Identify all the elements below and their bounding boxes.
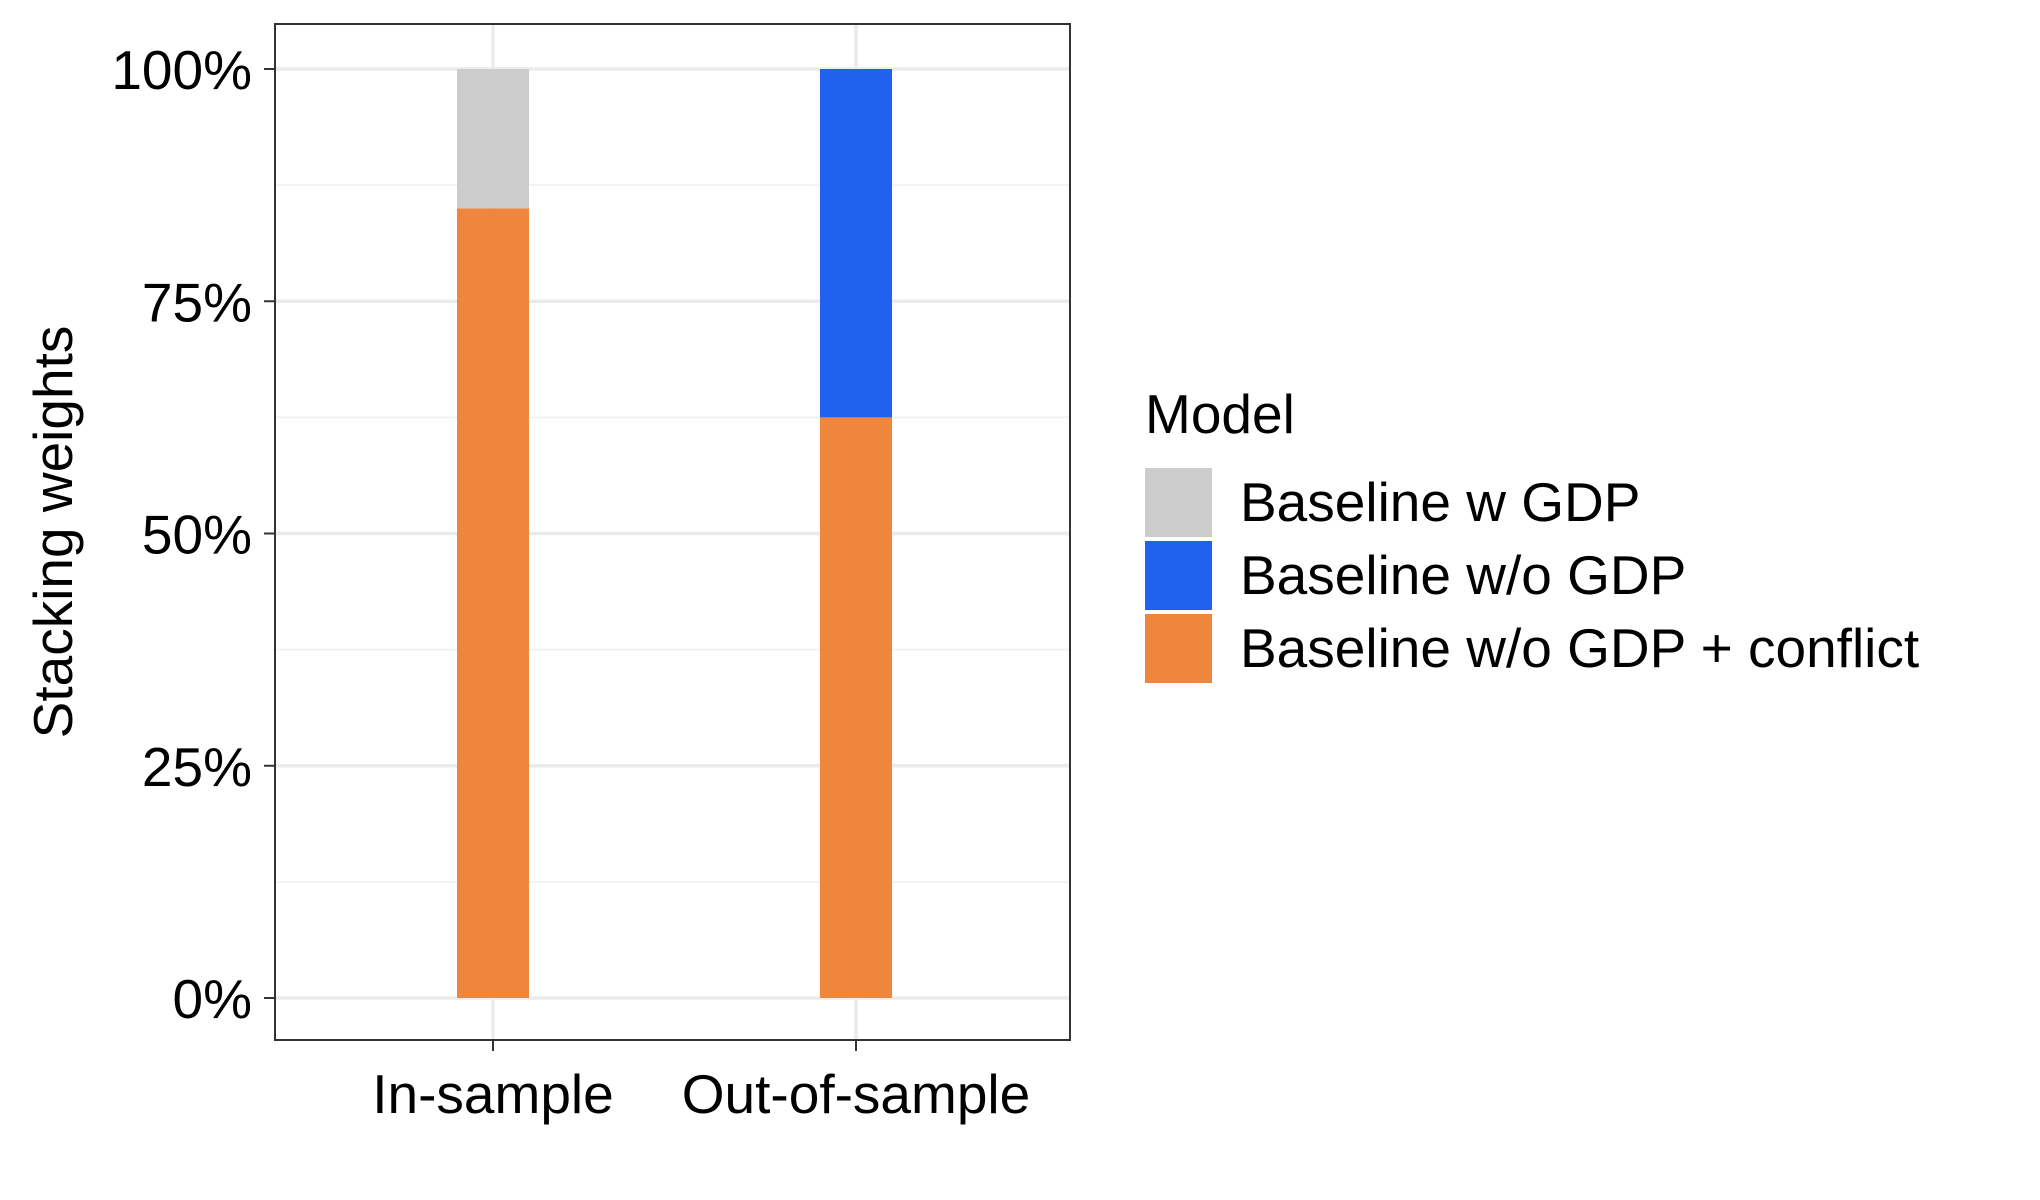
y-tick-label: 0% [173,968,253,1030]
legend-label: Baseline w/o GDP [1240,544,1686,606]
bars [457,69,892,999]
legend-title: Model [1145,383,1295,445]
legend-label: Baseline w GDP [1240,471,1640,533]
y-tick-label: 100% [111,39,252,101]
panel-border [274,23,1071,1041]
y-tick-label: 75% [142,271,252,333]
bar-segment [820,417,892,998]
bar-segment [457,69,529,209]
y-axis-title: Stacking weights [22,326,84,739]
legend: Model Baseline w GDP Baseline w/o GDP Base… [1145,383,1919,683]
legend-key [1145,614,1212,683]
bar-segment [457,208,529,999]
bar-segment [820,69,892,418]
legend-key [1145,468,1212,537]
y-tick-label: 25% [142,736,252,798]
y-tick-label: 50% [142,504,252,566]
legend-label: Baseline w/o GDP + conflict [1240,617,1919,679]
axes: 0% 25% 50% 75% 100% In-sample Out-of-sample [111,39,1030,1125]
x-tick-label: In-sample [372,1063,613,1125]
x-tick-label: Out-of-sample [682,1063,1030,1125]
legend-key [1145,541,1212,610]
